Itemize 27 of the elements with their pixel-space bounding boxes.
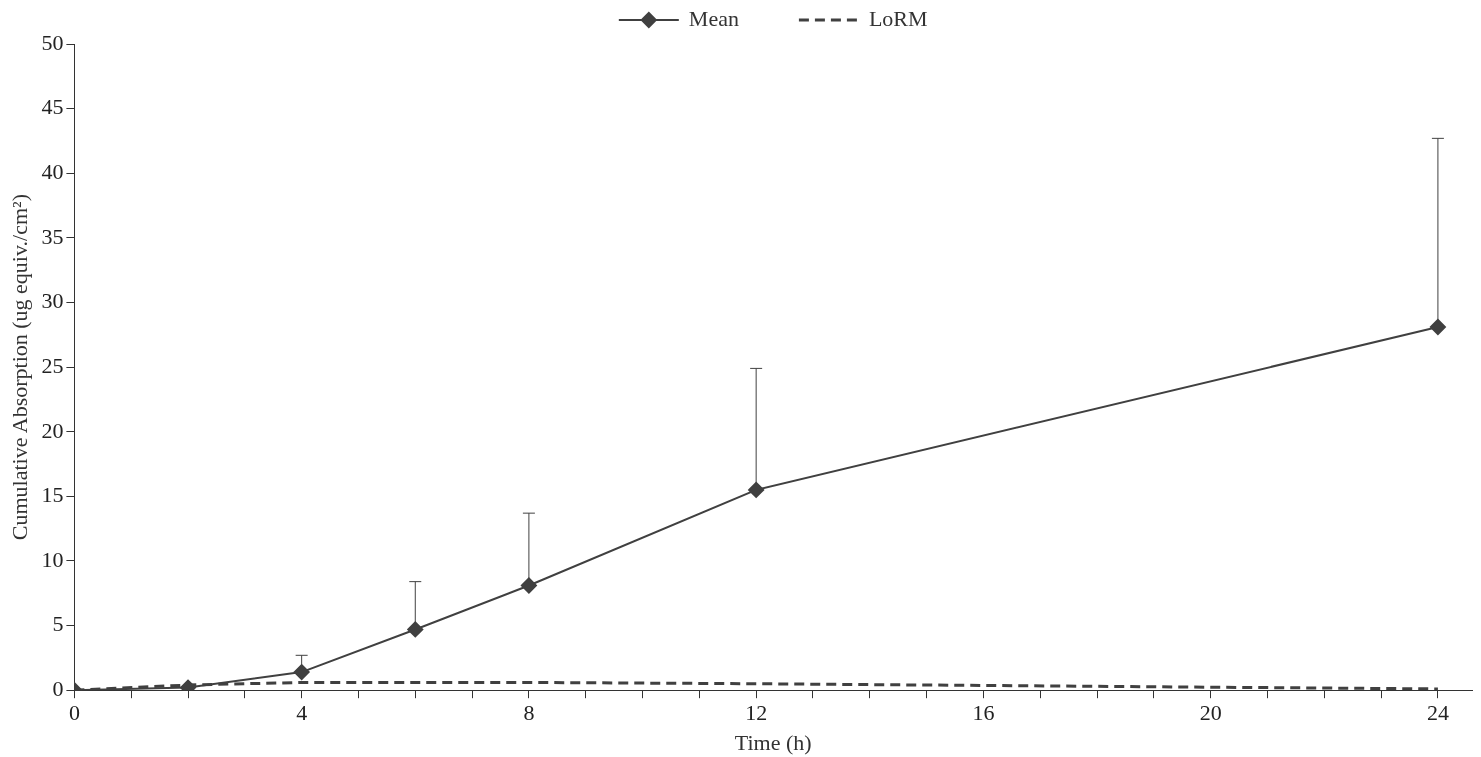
y-tick-label: 30 (41, 288, 64, 314)
y-tick-label: 25 (41, 352, 64, 378)
y-tick-label: 20 (41, 417, 64, 443)
point (520, 577, 537, 594)
y-tick-label: 40 (41, 159, 64, 185)
x-tick-label: 8 (523, 700, 535, 726)
point (293, 664, 310, 681)
y-tick-label: 10 (41, 546, 64, 572)
point (1429, 319, 1446, 336)
y-tick-label: 0 (52, 675, 64, 701)
x-tick-label: 0 (68, 700, 80, 726)
x-tick-label: 24 (1426, 700, 1449, 726)
x-tick-label: 20 (1199, 700, 1222, 726)
point (407, 621, 424, 638)
x-tick-label: 4 (296, 700, 308, 726)
y-tick-label: 5 (52, 611, 64, 637)
legend-label: Mean (688, 5, 739, 31)
y-tick-label: 35 (41, 223, 64, 249)
y-tick-label: 15 (41, 482, 64, 508)
y-tick-label: 50 (41, 29, 64, 55)
y-tick-label: 45 (41, 94, 64, 120)
x-axis-title: Time (h) (734, 729, 812, 755)
x-tick-label: 16 (972, 700, 995, 726)
x-tick-label: 12 (745, 700, 768, 726)
point (748, 481, 765, 498)
legend-label: LoRM (868, 5, 928, 31)
y-axis-title: Cumulative Absorption (ug equiv./cm²) (6, 194, 32, 541)
